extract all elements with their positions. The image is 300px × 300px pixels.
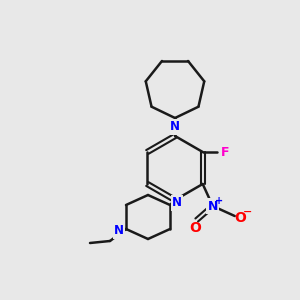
Text: +: + xyxy=(215,196,223,206)
Text: O: O xyxy=(189,221,201,235)
Text: N: N xyxy=(208,200,218,212)
Text: N: N xyxy=(114,224,124,238)
Text: F: F xyxy=(220,146,229,158)
Text: O: O xyxy=(234,211,246,225)
Text: N: N xyxy=(172,196,182,209)
Text: −: − xyxy=(243,207,252,217)
Text: N: N xyxy=(170,121,180,134)
